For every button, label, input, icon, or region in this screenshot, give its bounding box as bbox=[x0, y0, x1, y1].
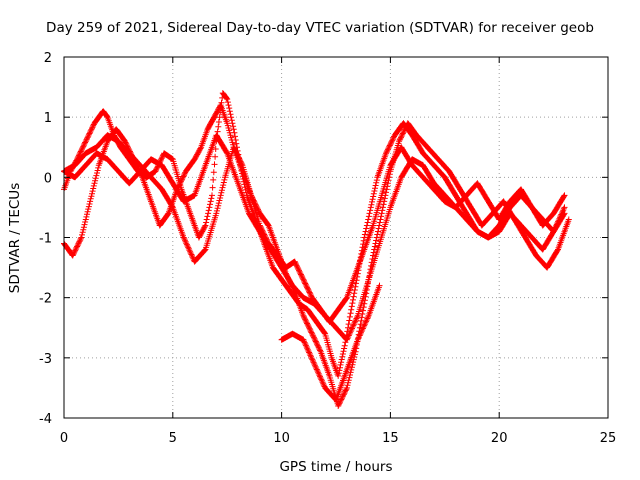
y-axis-label: SDTVAR / TECUs bbox=[7, 183, 23, 293]
series-track-2 bbox=[61, 102, 572, 409]
y-tick-label: -2 bbox=[39, 292, 52, 307]
data-point-markers bbox=[61, 132, 568, 325]
x-tick-label: 20 bbox=[491, 431, 508, 446]
x-tick-label: 10 bbox=[273, 431, 290, 446]
x-axis-label: GPS time / hours bbox=[279, 459, 392, 475]
x-tick-label: 5 bbox=[169, 431, 177, 446]
y-tick-label: -4 bbox=[39, 412, 52, 427]
y-tick-label: -1 bbox=[39, 232, 52, 247]
chart-title: Day 259 of 2021, Sidereal Day-to-day VTE… bbox=[46, 20, 594, 36]
y-tick-label: 0 bbox=[44, 171, 52, 186]
y-tick-label: 1 bbox=[44, 111, 52, 126]
data-points-layer bbox=[61, 90, 572, 409]
series-track-5 bbox=[278, 282, 383, 403]
y-tick-label: 2 bbox=[44, 51, 52, 66]
series-track-3 bbox=[61, 132, 568, 325]
data-point-markers bbox=[278, 282, 383, 403]
data-point-markers bbox=[61, 102, 572, 409]
x-tick-label: 15 bbox=[382, 431, 399, 446]
grid-layer bbox=[64, 57, 608, 418]
axis-layer: 0 5 10 15 20 25 -4 -3 -2 -1 0 1 2 bbox=[39, 51, 616, 446]
x-tick-label: 25 bbox=[600, 431, 617, 446]
y-tick-label: -3 bbox=[39, 352, 52, 367]
x-tick-label: 0 bbox=[60, 431, 68, 446]
